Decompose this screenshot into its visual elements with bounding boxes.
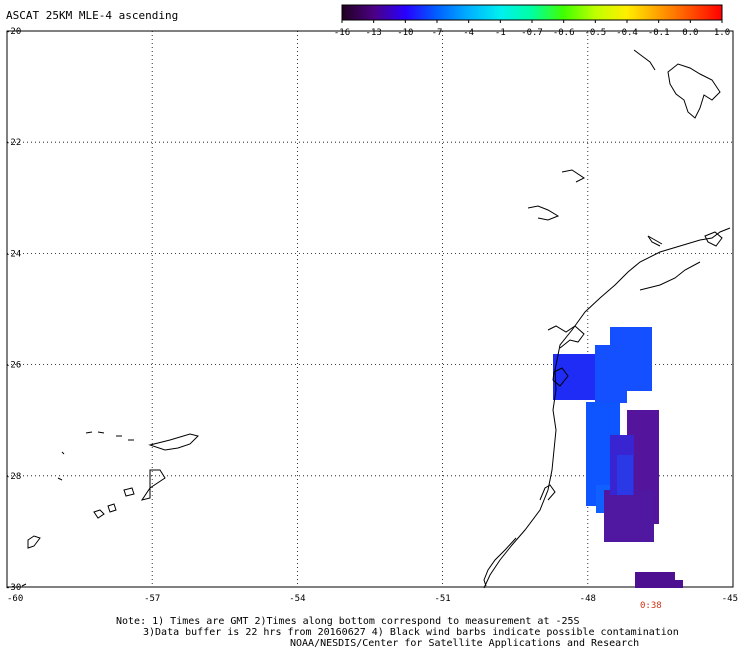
lon-tick-label: -54 [289,594,305,604]
colorbar-label: -1 [495,28,506,38]
colorbar-label: -0.1 [648,28,670,38]
inland-water [527,49,721,247]
colorbar: -16 -13 -10 -7 -4 -1 -0.7 -0.6 -0.5 -0.4 -0.1 0.0 1.… [334,4,730,38]
ascat-swath [553,327,683,588]
lat-tick-label: -22 [5,138,21,148]
islands [21,431,199,587]
lat-tick-label: -30 [5,583,21,593]
colorbar-ramp [341,4,723,21]
lon-tick-label: -57 [144,594,160,604]
swath-time-label: 0:38 [640,601,662,611]
swath-cell [553,354,595,400]
coastline [483,227,731,589]
lon-tick-label: -48 [580,594,596,604]
colorbar-label: -0.6 [553,28,575,38]
note-line-3: NOAA/NESDIS/Center for Satellite Applica… [290,638,640,649]
lon-tick-label: -45 [722,594,738,604]
lat-tick-label: -20 [5,27,21,37]
colorbar-label: -0.5 [584,28,606,38]
colorbar-label: -0.7 [521,28,543,38]
lat-tick-label: -26 [5,361,21,371]
swath-cell [595,345,627,403]
colorbar-label: -13 [366,28,382,38]
colorbar-label: -10 [397,28,413,38]
colorbar-label: 0.0 [682,28,698,38]
graticule: -20 -22 -24 -26 -28 -30-60 -57 -54 -51 -48 -45 [5,27,738,604]
colorbar-label: -4 [463,28,474,38]
lon-tick-label: -60 [7,594,23,604]
colorbar-label: -7 [432,28,443,38]
lat-tick-label: -24 [5,249,21,259]
swath-cell [635,572,675,588]
swath-cell [617,455,633,495]
lon-tick-label: -51 [434,594,450,604]
note-line-2: 3)Data buffer is 22 hrs from 20160627 4)… [143,627,679,638]
lat-tick-label: -28 [5,472,21,482]
colorbar-label: -0.4 [616,28,638,38]
note-line-1: Note: 1) Times are GMT 2)Times along bot… [116,616,580,627]
swath-cell [604,490,654,542]
plot-frame [6,30,734,588]
map-title: ASCAT 25KM MLE-4 ascending [6,9,179,22]
colorbar-label: 1.0 [714,28,730,38]
swath-cell [675,580,683,588]
colorbar-label: -16 [334,28,350,38]
